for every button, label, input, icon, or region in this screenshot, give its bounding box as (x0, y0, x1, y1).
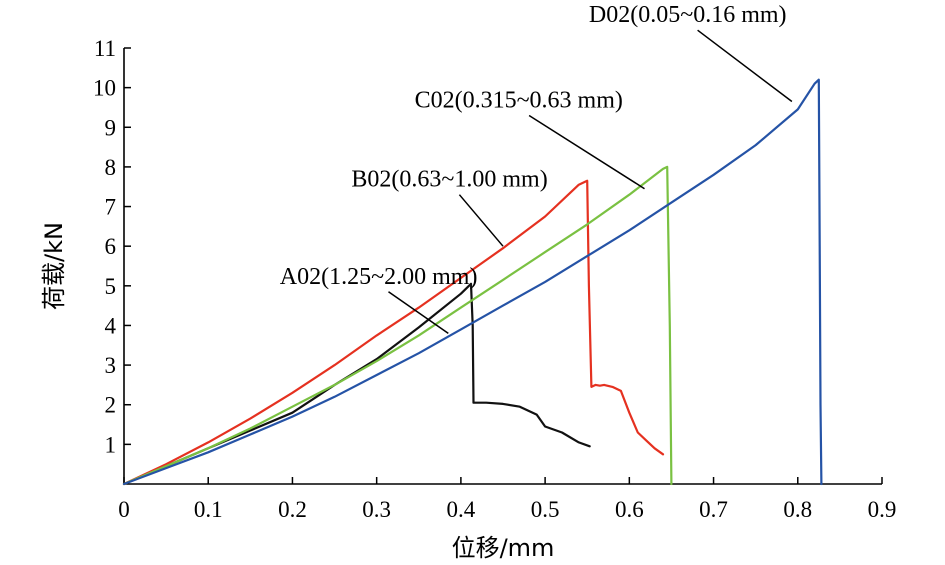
y-tick-label: 8 (105, 155, 117, 180)
y-tick-label: 3 (105, 353, 117, 378)
x-tick-label: 0.4 (447, 497, 476, 522)
y-tick-label: 5 (105, 274, 117, 299)
x-tick-label: 0.7 (699, 497, 728, 522)
series-label-3: C02(0.315~0.63 mm) (415, 87, 623, 113)
series-line-1 (122, 282, 591, 486)
y-tick-label: 1 (105, 432, 117, 457)
y-tick-label: 4 (105, 313, 117, 338)
y-tick-label: 7 (105, 195, 117, 220)
series-annotations: A02(1.25~2.00 mm) B02(0.63~1.00 mm) C02(0.… (280, 2, 793, 335)
series-line-4 (122, 78, 823, 486)
x-tick-label: 0.2 (278, 497, 307, 522)
x-axis-ticks: 0 0.1 0.2 0.3 0.4 0.5 0.6 0.7 0.8 0.9 (118, 477, 896, 522)
y-tick-label: 10 (93, 76, 116, 101)
series-lines (122, 78, 823, 486)
y-axis-ticks: 1 2 3 4 5 6 7 8 9 10 11 (93, 36, 131, 457)
x-tick-label: 0.8 (783, 497, 812, 522)
x-tick-label: 0.9 (868, 497, 897, 522)
y-tick-label: 9 (105, 115, 117, 140)
x-tick-label: 0.5 (531, 497, 560, 522)
x-tick-label: 0.6 (615, 497, 644, 522)
x-tick-label: 0 (118, 497, 130, 522)
y-axis-title: 荷载/kN (40, 222, 68, 310)
series-label-4: D02(0.05~0.16 mm) (589, 2, 787, 28)
series-label-2: B02(0.63~1.00 mm) (351, 167, 547, 193)
x-tick-label: 0.3 (362, 497, 391, 522)
series-line-3 (122, 165, 673, 486)
series-leader-line-4 (697, 29, 793, 103)
series-leader-line-2 (458, 194, 504, 247)
series-line-2 (122, 179, 665, 486)
series-label-1: A02(1.25~2.00 mm) (280, 264, 478, 290)
x-tick-label: 0.1 (194, 497, 223, 522)
y-tick-label: 6 (105, 234, 117, 259)
y-tick-label: 2 (105, 393, 117, 418)
series-leader-line-1 (388, 291, 449, 335)
x-axis-title: 位移/mm (452, 534, 555, 562)
plot-area: 0 0.1 0.2 0.3 0.4 0.5 0.6 0.7 0.8 0.9 1 2 3 4 5 6 7 8 9 10… (93, 2, 896, 522)
series-leader-line-3 (528, 114, 645, 190)
y-tick-label: 11 (94, 36, 116, 61)
